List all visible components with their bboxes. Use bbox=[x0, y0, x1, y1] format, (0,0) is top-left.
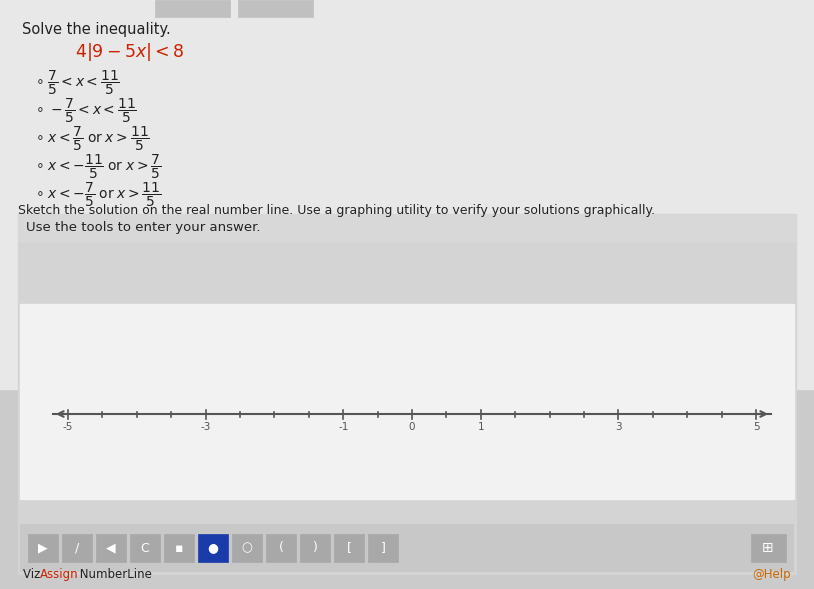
Bar bbox=[96, 534, 126, 562]
Text: /: / bbox=[75, 541, 79, 554]
Text: $4|9-5x|<8$: $4|9-5x|<8$ bbox=[75, 41, 185, 63]
Text: C: C bbox=[141, 541, 150, 554]
Bar bbox=[238, 0, 313, 17]
Text: NumberLine: NumberLine bbox=[76, 568, 152, 581]
Text: Viz: Viz bbox=[23, 568, 44, 581]
Bar bbox=[368, 534, 398, 562]
Bar bbox=[155, 0, 230, 17]
Bar bbox=[62, 534, 92, 562]
Text: ⊞: ⊞ bbox=[762, 541, 774, 555]
Text: -1: -1 bbox=[338, 422, 348, 432]
Text: -5: -5 bbox=[63, 422, 73, 432]
Text: ●: ● bbox=[208, 541, 218, 554]
Bar bbox=[0, 0, 814, 389]
Bar bbox=[20, 524, 794, 572]
Text: ]: ] bbox=[381, 541, 386, 554]
Text: 1: 1 bbox=[478, 422, 484, 432]
Bar bbox=[20, 304, 794, 499]
Text: $\circ\;\dfrac{7}{5} < x < \dfrac{11}{5}$: $\circ\;\dfrac{7}{5} < x < \dfrac{11}{5}… bbox=[35, 69, 120, 97]
Text: @Help: @Help bbox=[752, 568, 791, 581]
Bar bbox=[164, 534, 194, 562]
Text: $\circ\;x < \dfrac{7}{5}\;\mathrm{or}\;x > \dfrac{11}{5}$: $\circ\;x < \dfrac{7}{5}\;\mathrm{or}\;x… bbox=[35, 125, 150, 153]
Text: 3: 3 bbox=[615, 422, 622, 432]
Bar bbox=[18, 214, 796, 242]
Bar bbox=[18, 214, 796, 574]
Bar bbox=[334, 534, 364, 562]
Text: Use the tools to enter your answer.: Use the tools to enter your answer. bbox=[26, 221, 260, 234]
Bar bbox=[232, 534, 262, 562]
Text: ◀: ◀ bbox=[106, 541, 116, 554]
Text: $\circ\;-\dfrac{7}{5} < x < \dfrac{11}{5}$: $\circ\;-\dfrac{7}{5} < x < \dfrac{11}{5… bbox=[35, 97, 137, 125]
Bar bbox=[28, 534, 58, 562]
Text: [: [ bbox=[347, 541, 352, 554]
Bar bbox=[300, 534, 330, 562]
Text: Solve the inequality.: Solve the inequality. bbox=[22, 22, 171, 37]
Text: Assign: Assign bbox=[40, 568, 79, 581]
Text: $\circ\;x < -\dfrac{7}{5}\;\mathrm{or}\;x > \dfrac{11}{5}$: $\circ\;x < -\dfrac{7}{5}\;\mathrm{or}\;… bbox=[35, 181, 161, 209]
Bar bbox=[266, 534, 296, 562]
Text: (: ( bbox=[278, 541, 283, 554]
Text: ▪: ▪ bbox=[175, 541, 183, 554]
Text: Sketch the solution on the real number line. Use a graphing utility to verify yo: Sketch the solution on the real number l… bbox=[18, 204, 655, 217]
Text: ): ) bbox=[313, 541, 317, 554]
Bar bbox=[130, 534, 160, 562]
Bar bbox=[751, 534, 786, 562]
Text: 0: 0 bbox=[409, 422, 415, 432]
Text: ○: ○ bbox=[242, 541, 252, 554]
Text: -3: -3 bbox=[200, 422, 211, 432]
Bar bbox=[198, 534, 228, 562]
Text: ▶: ▶ bbox=[38, 541, 48, 554]
Text: 5: 5 bbox=[753, 422, 759, 432]
Text: $\circ\;x < -\dfrac{11}{5}\;\mathrm{or}\;x > \dfrac{7}{5}$: $\circ\;x < -\dfrac{11}{5}\;\mathrm{or}\… bbox=[35, 153, 161, 181]
